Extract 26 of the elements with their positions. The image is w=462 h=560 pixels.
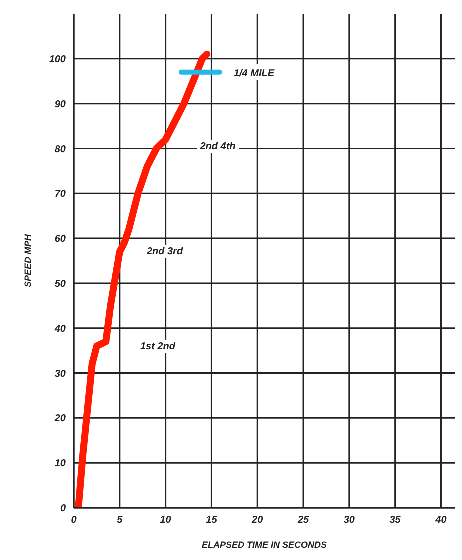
y-tick-label: 30: [54, 368, 66, 380]
y-tick-label: 50: [54, 279, 66, 290]
y-axis-title: SPEED MPH: [23, 234, 34, 288]
x-tick-label: 25: [296, 515, 310, 526]
y-tick-label: 40: [54, 324, 66, 335]
x-tick-label: 20: [251, 515, 264, 526]
annotation: 2nd 4th: [197, 140, 239, 154]
annotation: 1st 2nd: [137, 340, 179, 354]
x-tick-label: 10: [160, 515, 172, 526]
y-tick-label: 100: [49, 54, 66, 66]
y-tick-label: 0: [60, 504, 66, 515]
y-tick-label: 60: [54, 234, 66, 246]
y-tick-label: 70: [54, 189, 66, 200]
y-tick-label: 90: [54, 99, 66, 110]
x-axis-title: ELAPSED TIME IN SECONDS: [202, 540, 328, 550]
annotation: 2nd 3rd: [144, 246, 186, 258]
y-tick-label: 20: [54, 414, 66, 425]
x-tick-label: 5: [117, 515, 124, 526]
series-label: 1/4 MILE: [234, 68, 275, 80]
y-tick-label: 10: [54, 458, 66, 470]
x-tick-label: 15: [206, 515, 218, 526]
x-tick-label: 35: [390, 515, 402, 526]
x-tick-label: 0: [71, 515, 78, 526]
x-tick-label: 40: [434, 515, 448, 526]
y-tick-label: 80: [54, 144, 66, 156]
x-tick-label: 30: [344, 515, 356, 526]
